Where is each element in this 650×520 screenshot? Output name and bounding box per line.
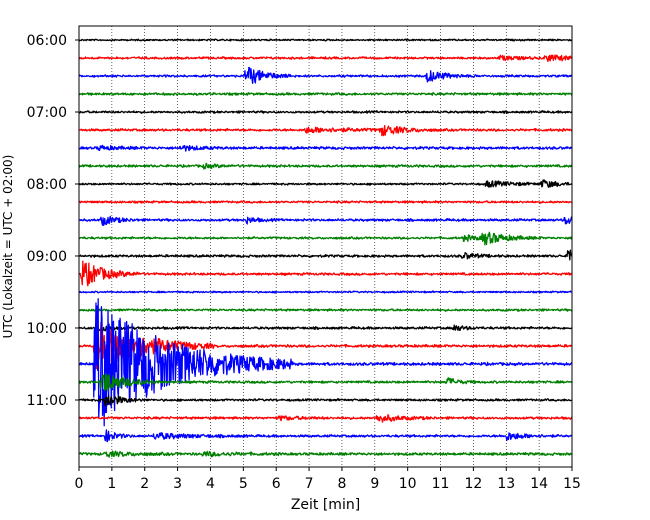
trace-0700 <box>79 110 572 114</box>
trace-1030 <box>79 298 572 427</box>
trace-0830 <box>79 215 572 227</box>
x-tick-label: 10 <box>399 476 417 492</box>
trace-0630 <box>79 66 572 85</box>
x-tick-label: 14 <box>530 476 548 492</box>
x-tick-label: 12 <box>464 476 482 492</box>
y-tick-label: 08:00 <box>27 177 67 193</box>
y-axis-ticks: 06:00 07:00 08:00 09:00 10:00 11:00 <box>27 33 79 409</box>
y-tick-label: 11:00 <box>27 393 67 409</box>
x-tick-label: 13 <box>497 476 515 492</box>
x-tick-label: 7 <box>305 476 314 492</box>
y-axis-label: UTC (Lokalzeit = UTC + 02:00) <box>1 155 15 339</box>
x-tick-label: 0 <box>75 476 84 492</box>
trace-0715 <box>79 124 572 137</box>
y-tick-label: 10:00 <box>27 321 67 337</box>
plot-frame <box>78 25 573 468</box>
trace-1015 <box>79 321 572 370</box>
x-tick-label: 2 <box>140 476 149 492</box>
trace-1145 <box>79 450 572 458</box>
trace-0900 <box>79 249 572 261</box>
trace-0730 <box>79 144 572 152</box>
x-axis-ticks: 0 1 2 3 4 5 6 7 8 9 10 11 12 13 14 15 <box>75 467 581 492</box>
trace-0615 <box>79 54 572 63</box>
y-tick-label: 06:00 <box>27 33 67 49</box>
trace-0915 <box>79 260 572 287</box>
x-axis-label: Zeit [min] <box>291 497 360 513</box>
trace-0600 <box>79 38 572 42</box>
trace-1115 <box>79 414 572 423</box>
trace-lines <box>79 38 572 458</box>
trace-0645 <box>79 92 572 96</box>
trace-1100 <box>79 395 572 407</box>
trace-1130 <box>79 429 572 443</box>
y-tick-label: 09:00 <box>27 249 67 265</box>
trace-0845 <box>79 231 572 246</box>
x-tick-label: 5 <box>239 476 248 492</box>
x-tick-label: 8 <box>337 476 346 492</box>
trace-0800 <box>79 179 572 188</box>
trace-0745 <box>79 162 572 170</box>
x-tick-label: 9 <box>370 476 379 492</box>
x-tick-label: 6 <box>272 476 281 492</box>
x-tick-label: 4 <box>206 476 215 492</box>
trace-0930 <box>79 290 572 294</box>
trace-0945 <box>79 308 572 312</box>
x-tick-label: 11 <box>432 476 450 492</box>
trace-1000 <box>79 324 572 332</box>
trace-0815 <box>79 200 572 204</box>
y-tick-label: 07:00 <box>27 105 67 121</box>
x-tick-label: 1 <box>107 476 116 492</box>
trace-1045 <box>79 372 572 392</box>
x-tick-label: 15 <box>563 476 581 492</box>
x-tick-label: 3 <box>173 476 182 492</box>
